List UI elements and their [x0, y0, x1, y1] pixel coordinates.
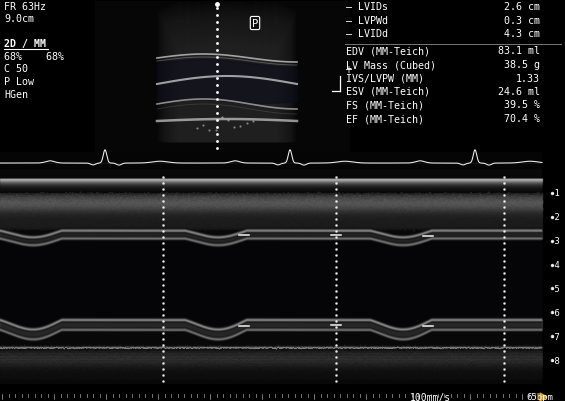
Text: 9.0cm: 9.0cm: [4, 14, 34, 24]
Text: 24.6 ml: 24.6 ml: [498, 87, 540, 97]
Bar: [95, 2, 350, 153]
Text: 83.1 ml: 83.1 ml: [498, 47, 540, 57]
Text: IVS/LVPW (MM): IVS/LVPW (MM): [346, 73, 424, 83]
Text: -6: -6: [549, 308, 560, 317]
Text: – LVIDd: – LVIDd: [346, 29, 388, 39]
Text: +: +: [344, 65, 352, 75]
Text: FR 63Hz: FR 63Hz: [4, 2, 46, 12]
Text: -5: -5: [549, 284, 560, 293]
Text: -3: -3: [549, 237, 560, 245]
Text: -7: -7: [549, 332, 560, 341]
Text: LV Mass (Cubed): LV Mass (Cubed): [346, 60, 436, 70]
Text: 39.5 %: 39.5 %: [504, 100, 540, 110]
Text: -4: -4: [549, 260, 560, 269]
Bar: [0, 153, 542, 170]
Text: 100mm/s: 100mm/s: [410, 392, 450, 401]
Bar: [0, 170, 542, 384]
Text: – LVIDs: – LVIDs: [346, 2, 388, 12]
Text: ESV (MM-Teich): ESV (MM-Teich): [346, 87, 430, 97]
Text: -8: -8: [549, 356, 560, 365]
Text: EF (MM-Teich): EF (MM-Teich): [346, 114, 424, 124]
Text: -1: -1: [549, 189, 560, 198]
Text: P Low: P Low: [4, 77, 34, 87]
Text: 68%    68%: 68% 68%: [4, 52, 64, 62]
Text: 38.5 g: 38.5 g: [504, 60, 540, 70]
Text: 0.3 cm: 0.3 cm: [504, 16, 540, 25]
Text: EDV (MM-Teich): EDV (MM-Teich): [346, 47, 430, 57]
Polygon shape: [540, 393, 547, 401]
Text: FS (MM-Teich): FS (MM-Teich): [346, 100, 424, 110]
Text: 2D / MM: 2D / MM: [4, 39, 46, 49]
Text: -2: -2: [549, 213, 560, 222]
Text: 1.33: 1.33: [516, 73, 540, 83]
Text: 2.6 cm: 2.6 cm: [504, 2, 540, 12]
Text: HGen: HGen: [4, 89, 28, 99]
Text: P: P: [252, 19, 258, 29]
Text: – LVPWd: – LVPWd: [346, 16, 388, 25]
Text: 70.4 %: 70.4 %: [504, 114, 540, 124]
Text: C 50: C 50: [4, 64, 28, 74]
Text: 4.3 cm: 4.3 cm: [504, 29, 540, 39]
Text: 65bpm: 65bpm: [526, 392, 553, 401]
